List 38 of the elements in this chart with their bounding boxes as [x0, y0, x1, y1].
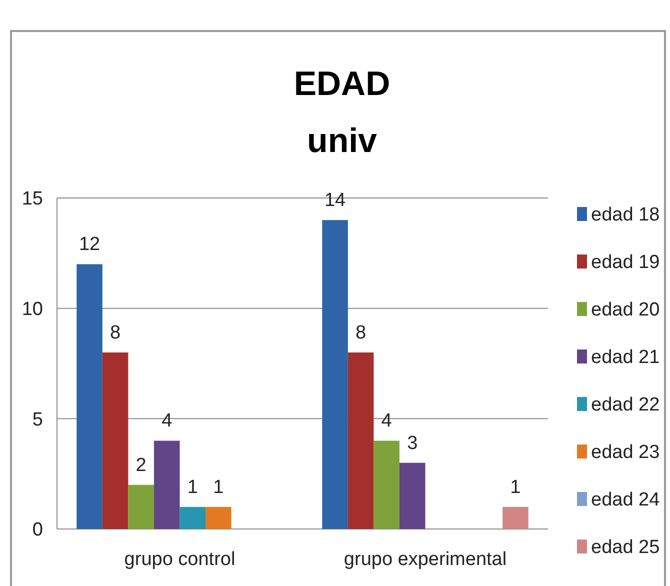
bar — [322, 220, 348, 529]
data-label: 3 — [407, 432, 418, 454]
bar — [128, 484, 154, 529]
legend-label: edad 18 — [591, 204, 660, 226]
legend-label: edad 24 — [591, 490, 660, 511]
bar — [76, 264, 102, 529]
legend-label: edad 22 — [591, 394, 660, 416]
x-tick-label: grupo experimental — [344, 549, 507, 570]
bar — [348, 352, 374, 529]
bar — [102, 352, 128, 529]
y-tick-label: 5 — [32, 409, 43, 430]
legend-label: edad 19 — [591, 252, 660, 274]
data-label: 14 — [324, 190, 346, 212]
y-tick-label: 0 — [32, 520, 43, 541]
bar — [399, 462, 426, 529]
bar — [206, 506, 232, 529]
data-label: 4 — [381, 410, 392, 432]
data-label: 2 — [136, 454, 146, 476]
x-tick-label: grupo control — [124, 549, 236, 570]
chart-subtitle: univ — [307, 122, 378, 160]
data-label: 1 — [510, 476, 521, 498]
data-label: 1 — [187, 476, 198, 498]
data-label: 1 — [213, 476, 224, 498]
data-label: 8 — [110, 322, 121, 344]
y-tick-label: 15 — [22, 188, 43, 210]
data-label: 12 — [78, 234, 100, 256]
y-tick-label: 10 — [22, 298, 43, 320]
bar — [502, 506, 528, 529]
bar — [154, 440, 180, 529]
legend-label: edad 20 — [591, 300, 660, 321]
legend-label: edad 23 — [591, 442, 660, 464]
data-label: 4 — [162, 410, 173, 432]
data-label: 8 — [356, 322, 366, 344]
chart-title: EDAD — [294, 65, 390, 103]
bar — [374, 440, 400, 529]
legend-label: edad 25 — [591, 537, 660, 558]
bar — [180, 506, 206, 529]
legend-label: edad 21 — [591, 347, 660, 368]
